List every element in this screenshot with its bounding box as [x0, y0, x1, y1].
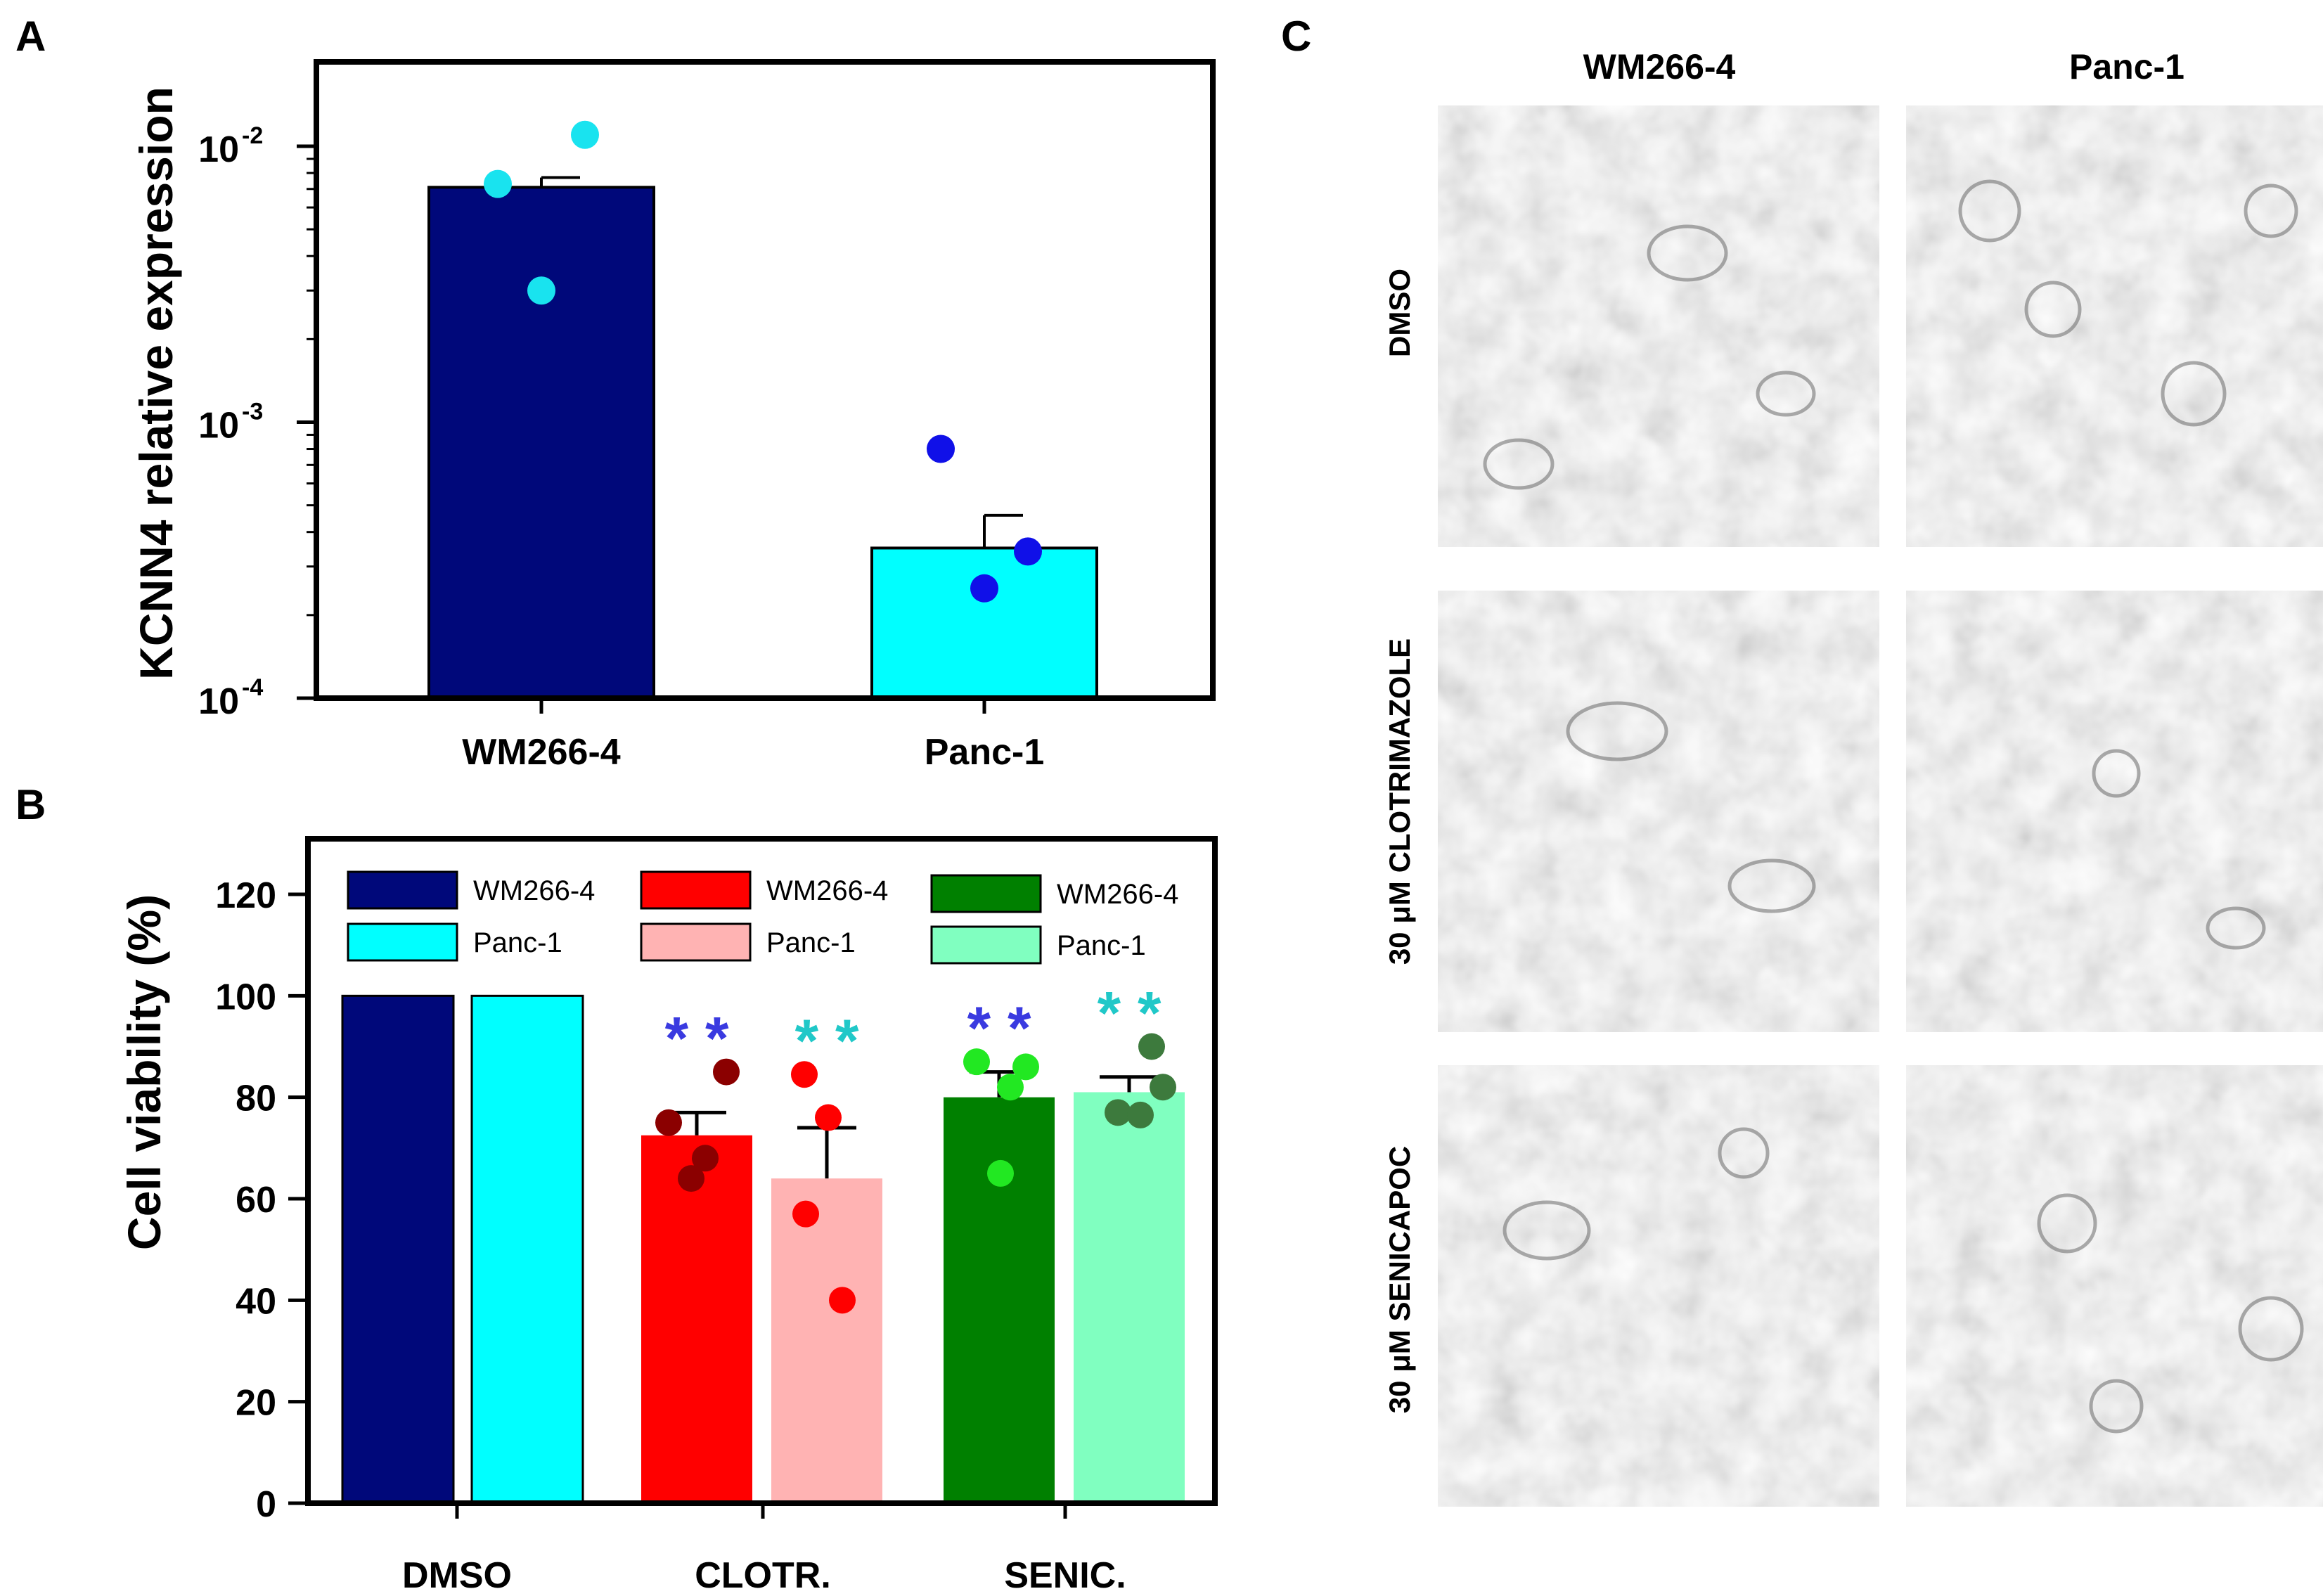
panel-a-data-point	[970, 574, 998, 603]
panel-a-bars	[427, 120, 1098, 700]
micrograph-panc1-senicapoc	[1906, 1065, 2323, 1507]
panel-b-significance-stars: * *	[1098, 980, 1162, 1048]
panel-b-y-tick-label: 80	[236, 1079, 276, 1119]
panel-b-legend-swatch-clotr-wm266-4	[640, 870, 752, 910]
panel-b-data-point	[997, 1074, 1024, 1101]
panel-b-y-ticks: 0 20 40 60 80 100 120	[215, 875, 308, 1525]
panel-b-data-point	[655, 1109, 682, 1136]
panel-b-legend-swatch-senic-wm266-4	[930, 874, 1042, 913]
panel-a-y-tick-base: 10	[198, 681, 239, 722]
panel-a-y-ticks: 10-210-310-4	[198, 122, 316, 722]
panel-a-data-point	[927, 435, 955, 463]
panel-b-x-label-dmso: DMSO	[402, 1555, 512, 1596]
panel-b-x-label-clotr: CLOTR.	[695, 1555, 831, 1596]
panel-b-bar-dmso-wm266-4	[341, 994, 455, 1505]
panel-b-data-point	[692, 1145, 719, 1172]
panel-a-y-tick-exponent: -3	[242, 399, 263, 425]
panel-b-y-tick-label: 0	[256, 1484, 276, 1525]
panel-b-bar-senic-wm266-4	[944, 1097, 1055, 1503]
panel-c-row-dmso: DMSO	[1383, 269, 1416, 357]
panel-b-y-axis-title: Cell viability (%)	[118, 894, 170, 1250]
panel-b-data-point	[1150, 1074, 1176, 1101]
panel-b-legend-label: Panc-1	[766, 927, 856, 958]
panel-c-letter: C	[1281, 13, 1311, 60]
panel-b-data-point	[963, 1048, 990, 1076]
panel-b-data-point	[792, 1200, 819, 1228]
panel-b-bar-senic-panc-1	[1074, 1092, 1185, 1503]
panel-c-column-wm266: WM266-4	[1583, 47, 1736, 86]
panel-b-legend-label: WM266-4	[473, 875, 595, 906]
panel-a: A KCNN4 relative expression 10-210-310-4…	[15, 13, 1216, 773]
panel-b-legend: WM266-4 Panc-1 WM266-4 Panc-1 WM266-4 Panc-1	[347, 870, 1178, 965]
panel-a-plot-frame	[314, 59, 1216, 701]
panel-b-legend-swatch-dmso-wm266-4	[347, 870, 458, 910]
panel-b-y-tick-label: 40	[236, 1281, 276, 1322]
micrograph-panc1-dmso	[1906, 105, 2323, 547]
panel-b-legend-label: Panc-1	[1057, 930, 1146, 961]
panel-a-x-labels: WM266-4 Panc-1	[462, 698, 1044, 773]
panel-b: B Cell viability (%) 0 20 40 60 80 100 120 * *…	[15, 781, 1218, 1596]
panel-a-data-point	[527, 276, 555, 305]
panel-b-y-tick-label: 120	[215, 875, 276, 916]
panel-b-significance-stars: * *	[795, 1008, 859, 1075]
panel-b-legend-label: Panc-1	[473, 927, 562, 958]
panel-a-y-tick-base: 10	[198, 406, 239, 446]
panel-b-letter: B	[15, 781, 46, 828]
panel-a-bar-panc-1	[870, 546, 1098, 700]
panel-a-x-label-wm266-4: WM266-4	[462, 732, 620, 773]
panel-a-x-label-panc-1: Panc-1	[925, 732, 1045, 773]
micrograph-wm266-senicapoc	[1438, 1065, 1879, 1507]
panel-a-data-point	[484, 169, 512, 198]
panel-b-legend-swatch-senic-panc-1	[930, 925, 1042, 965]
panel-a-bar-wm266-4	[427, 186, 655, 700]
panel-b-x-label-senic: SENIC.	[1004, 1555, 1126, 1596]
panel-a-y-tick-exponent: -2	[242, 122, 263, 149]
micrograph-panc1-clotrimazole	[1906, 591, 2323, 1032]
panel-a-y-axis-title: KCNN4 relative expression	[130, 86, 182, 680]
panel-b-bar-dmso-panc-1	[470, 994, 584, 1505]
panel-b-data-point	[1105, 1099, 1131, 1126]
panel-b-legend-label: WM266-4	[1057, 879, 1178, 910]
panel-b-legend-label: WM266-4	[766, 875, 888, 906]
panel-c-row-senicapoc: 30 μM SENICAPOC	[1383, 1146, 1416, 1413]
panel-a-data-point	[571, 120, 599, 149]
panel-b-x-labels: DMSO CLOTR. SENIC.	[402, 1503, 1126, 1596]
panel-c-row-clotrimazole: 30 μM CLOTRIMAZOLE	[1383, 638, 1416, 965]
panel-b-data-point	[1138, 1033, 1165, 1060]
panel-b-data-point	[829, 1287, 856, 1314]
panel-a-data-point	[1014, 537, 1042, 566]
panel-b-y-tick-label: 20	[236, 1383, 276, 1424]
panel-a-y-tick-exponent: -4	[242, 674, 263, 701]
micrograph-cell-outlines	[1483, 179, 2304, 1434]
panel-a-y-tick-base: 10	[198, 129, 239, 170]
panel-b-bar-clotr-wm266-4	[641, 1135, 752, 1503]
panel-b-data-point	[678, 1165, 704, 1192]
panel-b-data-point	[1012, 1053, 1039, 1081]
panel-b-data-point	[1127, 1101, 1154, 1128]
micrograph-wm266-dmso	[1438, 105, 1879, 547]
panel-b-y-tick-label: 60	[236, 1180, 276, 1221]
micrograph-wm266-clotrimazole	[1438, 591, 1879, 1032]
panel-b-significance-stars: * *	[665, 1005, 729, 1073]
panel-b-legend-swatch-clotr-panc-1	[640, 922, 752, 962]
panel-c-column-panc1: Panc-1	[2069, 47, 2184, 86]
panel-b-significance-stars: * *	[967, 995, 1031, 1062]
panel-b-data-point	[791, 1061, 818, 1088]
panel-b-bar-clotr-panc-1	[771, 1178, 882, 1503]
panel-b-legend-swatch-dmso-panc-1	[347, 922, 458, 962]
panel-b-y-tick-label: 100	[215, 977, 276, 1017]
panel-b-bars: * * * * * * * *	[341, 980, 1185, 1505]
panel-b-data-point	[987, 1159, 1014, 1187]
panel-b-data-point	[713, 1058, 740, 1086]
panel-b-data-point	[815, 1104, 842, 1131]
panel-a-letter: A	[15, 13, 46, 60]
panel-c: C WM266-4 Panc-1 DMSO 30 μM CLOTRIMAZOLE…	[1281, 13, 2323, 1507]
